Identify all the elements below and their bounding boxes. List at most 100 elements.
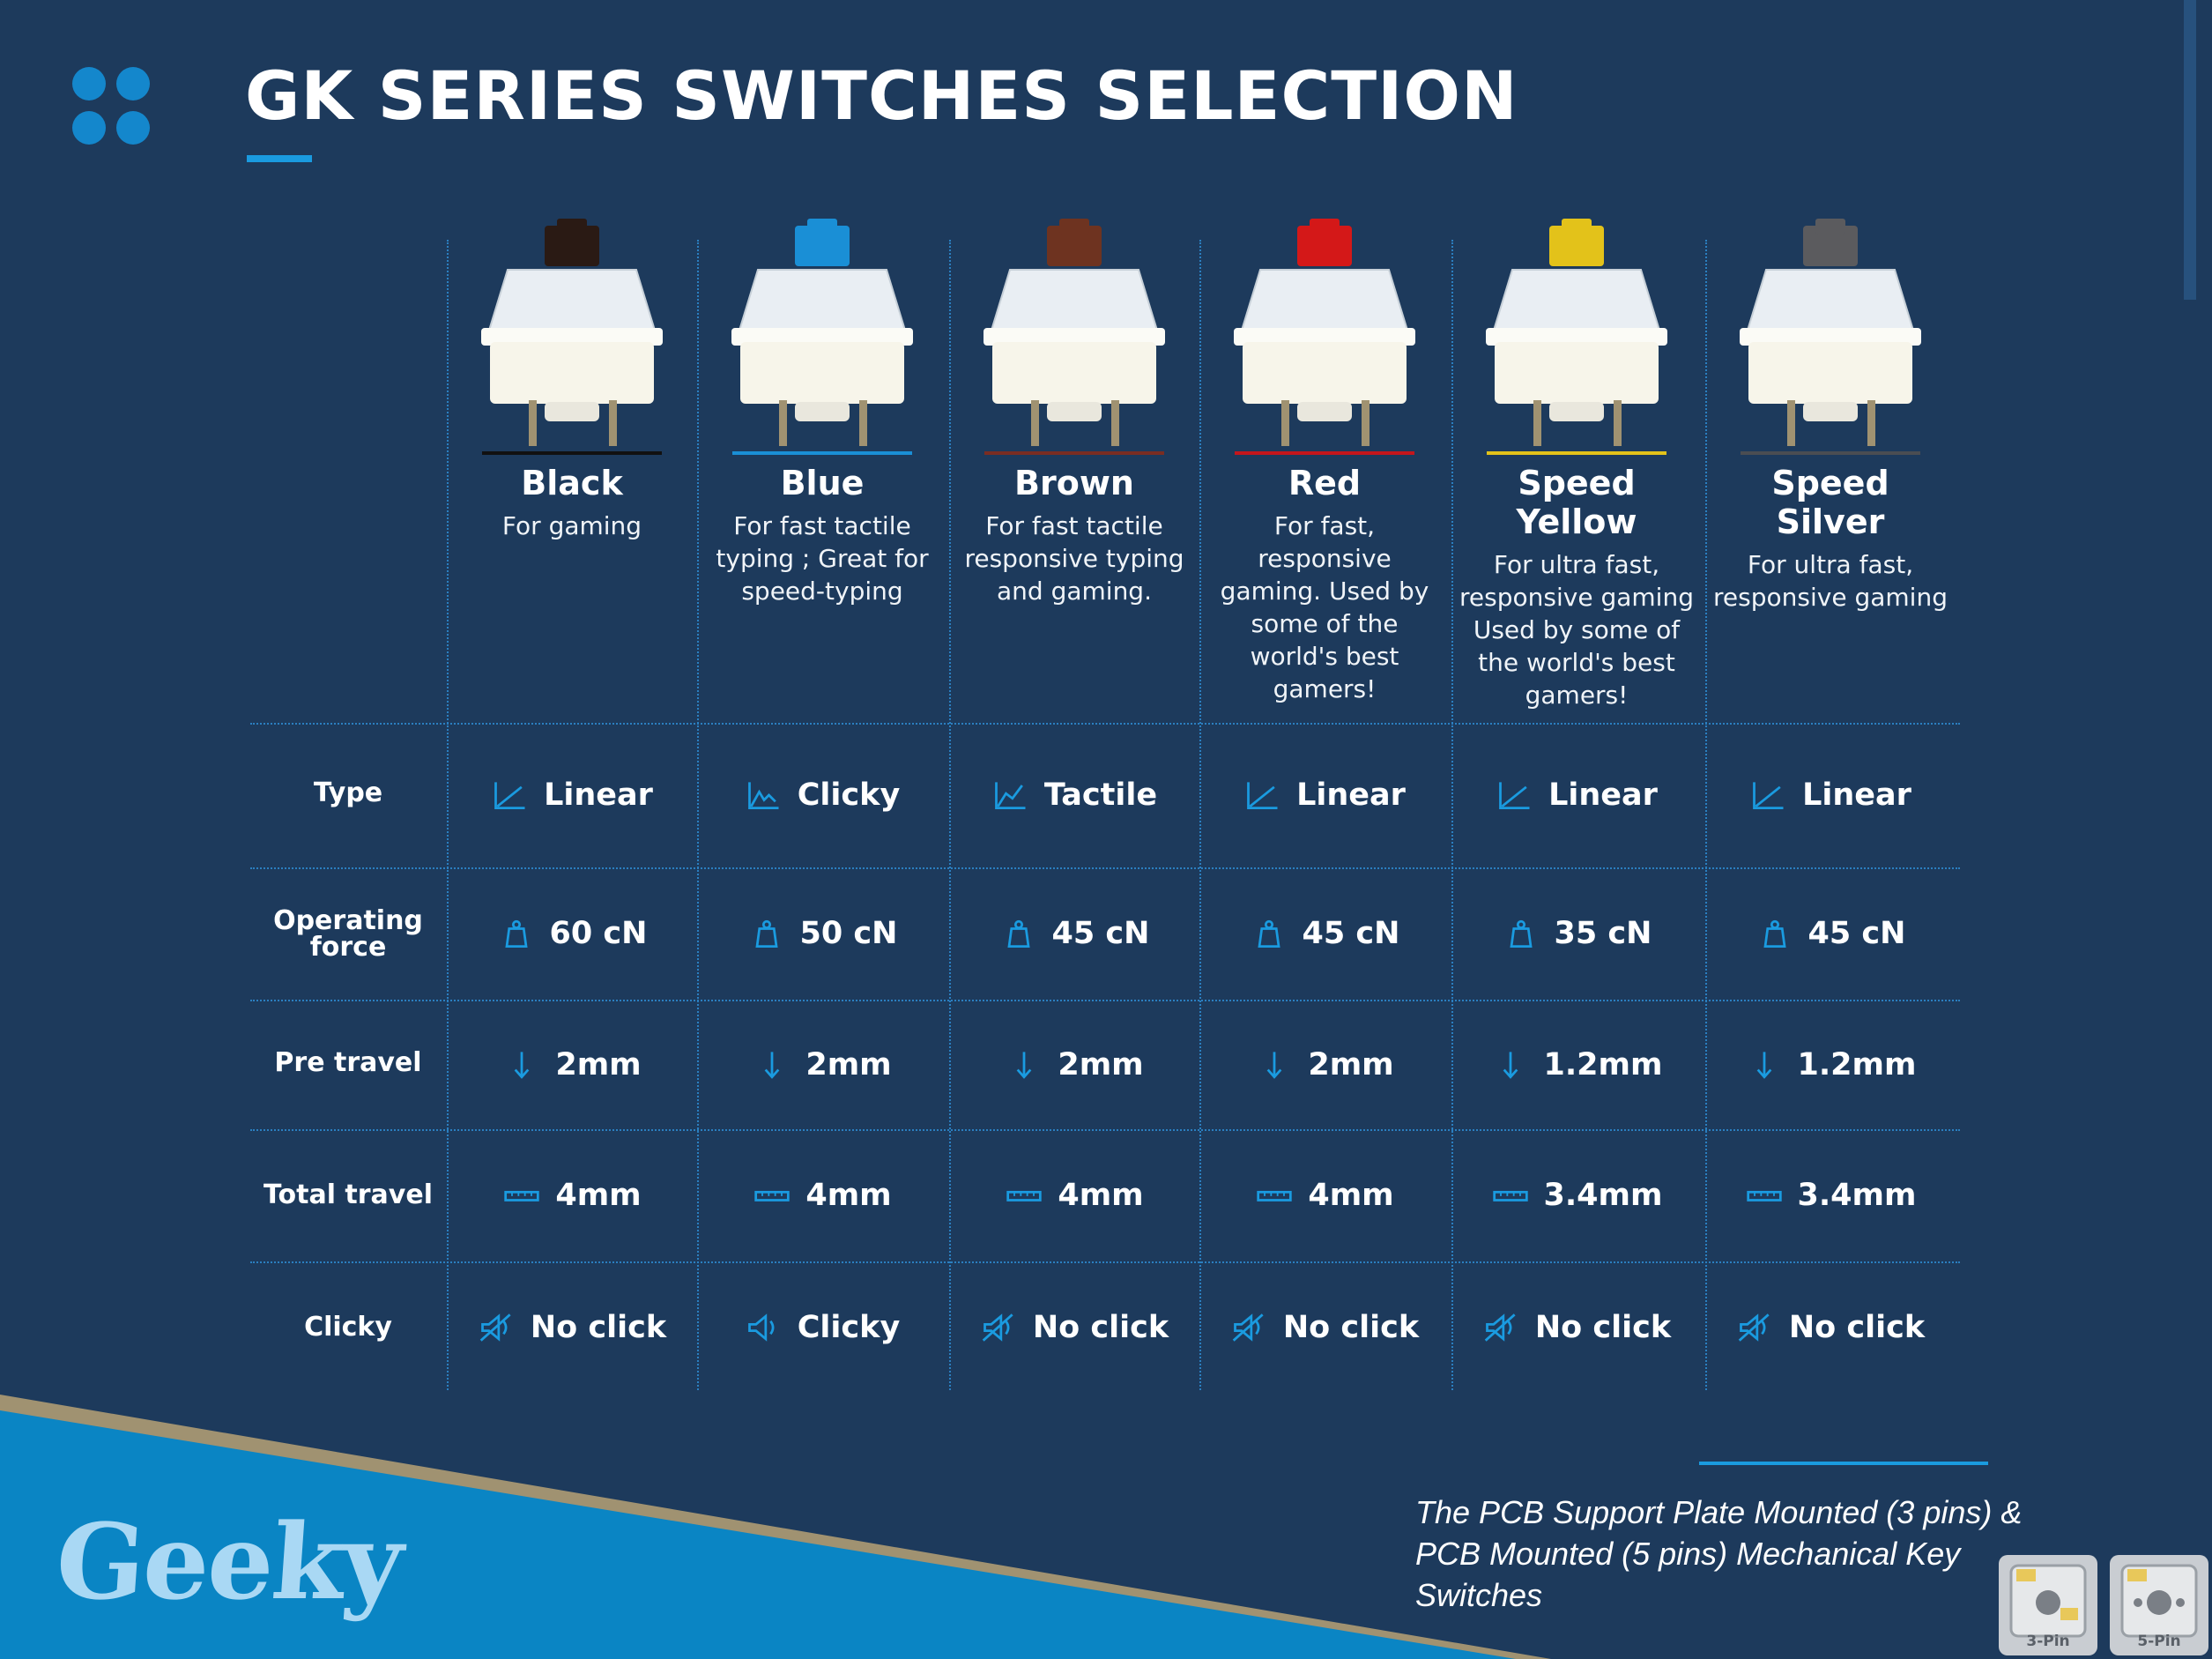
cell-value: 4mm (1058, 1178, 1144, 1213)
pin5-switch-icon (2120, 1564, 2198, 1638)
cell-force-black: 60 cN (447, 867, 697, 1000)
cell-pre-travel-speed-silver: 1.2mm (1705, 1000, 1956, 1129)
cell-value: No click (1788, 1309, 1926, 1345)
key-switch-icon (984, 219, 1165, 446)
cell-total-travel-black: 4mm (447, 1129, 697, 1261)
weight-icon (504, 919, 528, 949)
pin3-switch-icon (2009, 1564, 2087, 1638)
cell-value: No click (1534, 1309, 1672, 1345)
cell-type-blue: Clicky (697, 723, 947, 867)
edge-decoration (2184, 0, 2196, 300)
cell-value: 4mm (555, 1178, 642, 1213)
speaker-muted-icon (1232, 1313, 1264, 1342)
app-logo-dots-icon (72, 67, 150, 145)
switch-name: Red (1288, 464, 1362, 502)
cell-value: 3.4mm (1543, 1178, 1663, 1213)
cell-clicky-speed-yellow: No click (1451, 1261, 1702, 1393)
footer-caption: The PCB Support Plate Mounted (3 pins) &… (1415, 1494, 2023, 1613)
switch-description: For fast tactile responsive typing and g… (964, 511, 1184, 606)
weight-icon (754, 919, 778, 949)
cell-force-speed-silver: 45 cN (1705, 867, 1956, 1000)
page-title: GK SERIES SWITCHES SELECTION (245, 56, 1518, 135)
row-label-pre-travel: Pre travel (274, 1047, 422, 1078)
cell-value: Clicky (797, 777, 901, 813)
cell-value: Linear (544, 777, 653, 813)
ruler-icon (1492, 1190, 1528, 1201)
cell-value: 3.4mm (1797, 1178, 1917, 1213)
switch-name: Black (521, 464, 623, 502)
cell-pre-travel-black: 2mm (447, 1000, 697, 1129)
cell-force-brown: 45 cN (949, 867, 1199, 1000)
switch-description: For fast tactile typing ; Great for spee… (716, 511, 929, 606)
speaker-muted-icon (479, 1313, 511, 1342)
cell-value: 2mm (805, 1046, 892, 1082)
weight-icon (1257, 919, 1280, 949)
ruler-icon (1746, 1190, 1782, 1201)
cell-type-brown: Tactile (949, 723, 1199, 867)
switch-color-line (1235, 451, 1414, 455)
cell-value: 50 cN (799, 916, 898, 951)
cell-type-black: Linear (447, 723, 697, 867)
switch-column-red: Red For fast, responsive gaming. Used by … (1199, 219, 1450, 705)
cell-value: 4mm (1308, 1178, 1394, 1213)
switch-description: For gaming (501, 511, 642, 540)
switch-name: Speed Silver (1771, 464, 1889, 541)
arrow-down-icon (1756, 1051, 1771, 1079)
cell-value: 45 cN (1051, 916, 1150, 951)
cell-force-red: 45 cN (1199, 867, 1450, 1000)
speaker-muted-icon (982, 1313, 1013, 1342)
cell-value: 45 cN (1302, 916, 1400, 951)
cell-value: Linear (1548, 777, 1658, 813)
switch-color-line (482, 451, 662, 455)
switch-description: For ultra fast, responsive gaming Used b… (1459, 550, 1694, 710)
switch-column-black: Black For gaming (447, 219, 697, 542)
brand-wordmark: Geeky (52, 1500, 406, 1623)
cell-force-speed-yellow: 35 cN (1451, 867, 1702, 1000)
title-underline (247, 155, 312, 162)
weight-icon (1509, 919, 1533, 949)
key-switch-icon (731, 219, 913, 446)
cell-value: Linear (1296, 777, 1406, 813)
cell-value: 60 cN (549, 916, 648, 951)
arrow-down-icon (1266, 1051, 1282, 1079)
cell-value: 2mm (1058, 1046, 1144, 1082)
cell-value: 45 cN (1807, 916, 1906, 951)
cell-type-speed-yellow: Linear (1451, 723, 1702, 867)
cell-clicky-black: No click (447, 1261, 697, 1393)
key-switch-icon (481, 219, 663, 446)
row-label-operating-force: Operating force (273, 905, 423, 963)
ruler-icon (1257, 1190, 1293, 1201)
switch-description: For ultra fast, responsive gaming (1713, 550, 1948, 612)
cell-pre-travel-blue: 2mm (697, 1000, 947, 1129)
row-label-total-travel: Total travel (264, 1179, 433, 1210)
cell-value: No click (1282, 1309, 1420, 1345)
cell-clicky-blue: Clicky (697, 1261, 947, 1393)
cell-type-red: Linear (1199, 723, 1450, 867)
pin5-label: 5-Pin (2137, 1633, 2181, 1650)
key-switch-icon (1486, 219, 1667, 446)
linear-graph-icon (494, 782, 525, 810)
cell-pre-travel-brown: 2mm (949, 1000, 1199, 1129)
cell-value: 4mm (805, 1178, 892, 1213)
cell-type-speed-silver: Linear (1705, 723, 1956, 867)
weight-icon (1763, 919, 1786, 949)
pin3-switch-thumbnail: 3-Pin (1999, 1555, 2097, 1655)
switch-color-line (984, 451, 1164, 455)
switch-column-speed-silver: Speed Silver For ultra fast, responsive g… (1705, 219, 1956, 614)
switch-name: Speed Yellow (1516, 464, 1637, 541)
cell-clicky-speed-silver: No click (1705, 1261, 1956, 1393)
speaker-muted-icon (1738, 1313, 1770, 1342)
arrow-down-icon (1503, 1051, 1518, 1079)
switch-name: Brown (1014, 464, 1134, 502)
pin5-switch-thumbnail: 5-Pin (2110, 1555, 2208, 1655)
row-label-type: Type (313, 777, 383, 808)
switch-color-line (1741, 451, 1920, 455)
cell-total-travel-speed-yellow: 3.4mm (1451, 1129, 1702, 1261)
cell-value: Clicky (797, 1309, 901, 1345)
cell-force-blue: 50 cN (697, 867, 947, 1000)
cell-clicky-brown: No click (949, 1261, 1199, 1393)
cell-value: 35 cN (1554, 916, 1652, 951)
cell-value: 2mm (1308, 1046, 1394, 1082)
ruler-icon (754, 1190, 791, 1201)
